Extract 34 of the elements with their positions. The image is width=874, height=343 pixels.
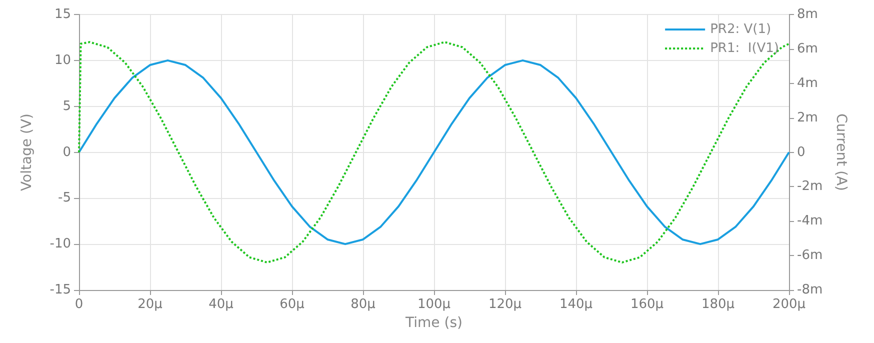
y-tick-label: -5 xyxy=(58,190,71,206)
y2-tick-label: 2m xyxy=(797,110,818,126)
x-tick-label: 80µ xyxy=(350,297,376,312)
y2-tick-label: 8m xyxy=(797,7,818,22)
legend-label: PR1: I(V1) xyxy=(710,41,780,56)
x-axis-title: Time (s) xyxy=(404,315,462,331)
y2-tick-label: 0 xyxy=(797,144,806,160)
y-tick-label: -15 xyxy=(50,282,71,298)
line-series xyxy=(78,41,790,264)
y-tick-label: 15 xyxy=(54,7,71,22)
x-tick-label: 120µ xyxy=(488,297,522,312)
x-tick-label: 200µ xyxy=(772,297,806,312)
x-tick-label: 0 xyxy=(74,297,84,312)
y2-tick-label: 4m xyxy=(797,76,818,91)
y2-tick-label: 6m xyxy=(797,41,818,56)
x-tick-label: 180µ xyxy=(701,297,735,312)
y-tick-label: 0 xyxy=(62,144,71,160)
legend-label: PR2: V(1) xyxy=(710,22,772,37)
y2-axis-title: Current (A) xyxy=(833,113,849,192)
x-tick-label: 40µ xyxy=(208,297,234,312)
y2-tick-label: -6m xyxy=(797,248,823,264)
y2-tick-label: -2m xyxy=(797,179,823,194)
x-tick-label: 160µ xyxy=(630,297,664,312)
y2-tick-label: -4m xyxy=(797,214,823,229)
y-tick-label: 5 xyxy=(62,98,71,114)
line-series xyxy=(78,59,790,246)
x-tick-label: 140µ xyxy=(559,297,593,312)
x-tick-label: 100µ xyxy=(417,297,451,312)
x-tick-label: 20µ xyxy=(138,297,162,312)
y2-tick-label: -8m xyxy=(797,282,823,298)
y-axis-title: Voltage (V) xyxy=(19,114,35,191)
y-tick-label: 10 xyxy=(54,52,71,68)
y-tick-label: -10 xyxy=(50,236,71,252)
x-tick-label: 60µ xyxy=(280,297,304,312)
